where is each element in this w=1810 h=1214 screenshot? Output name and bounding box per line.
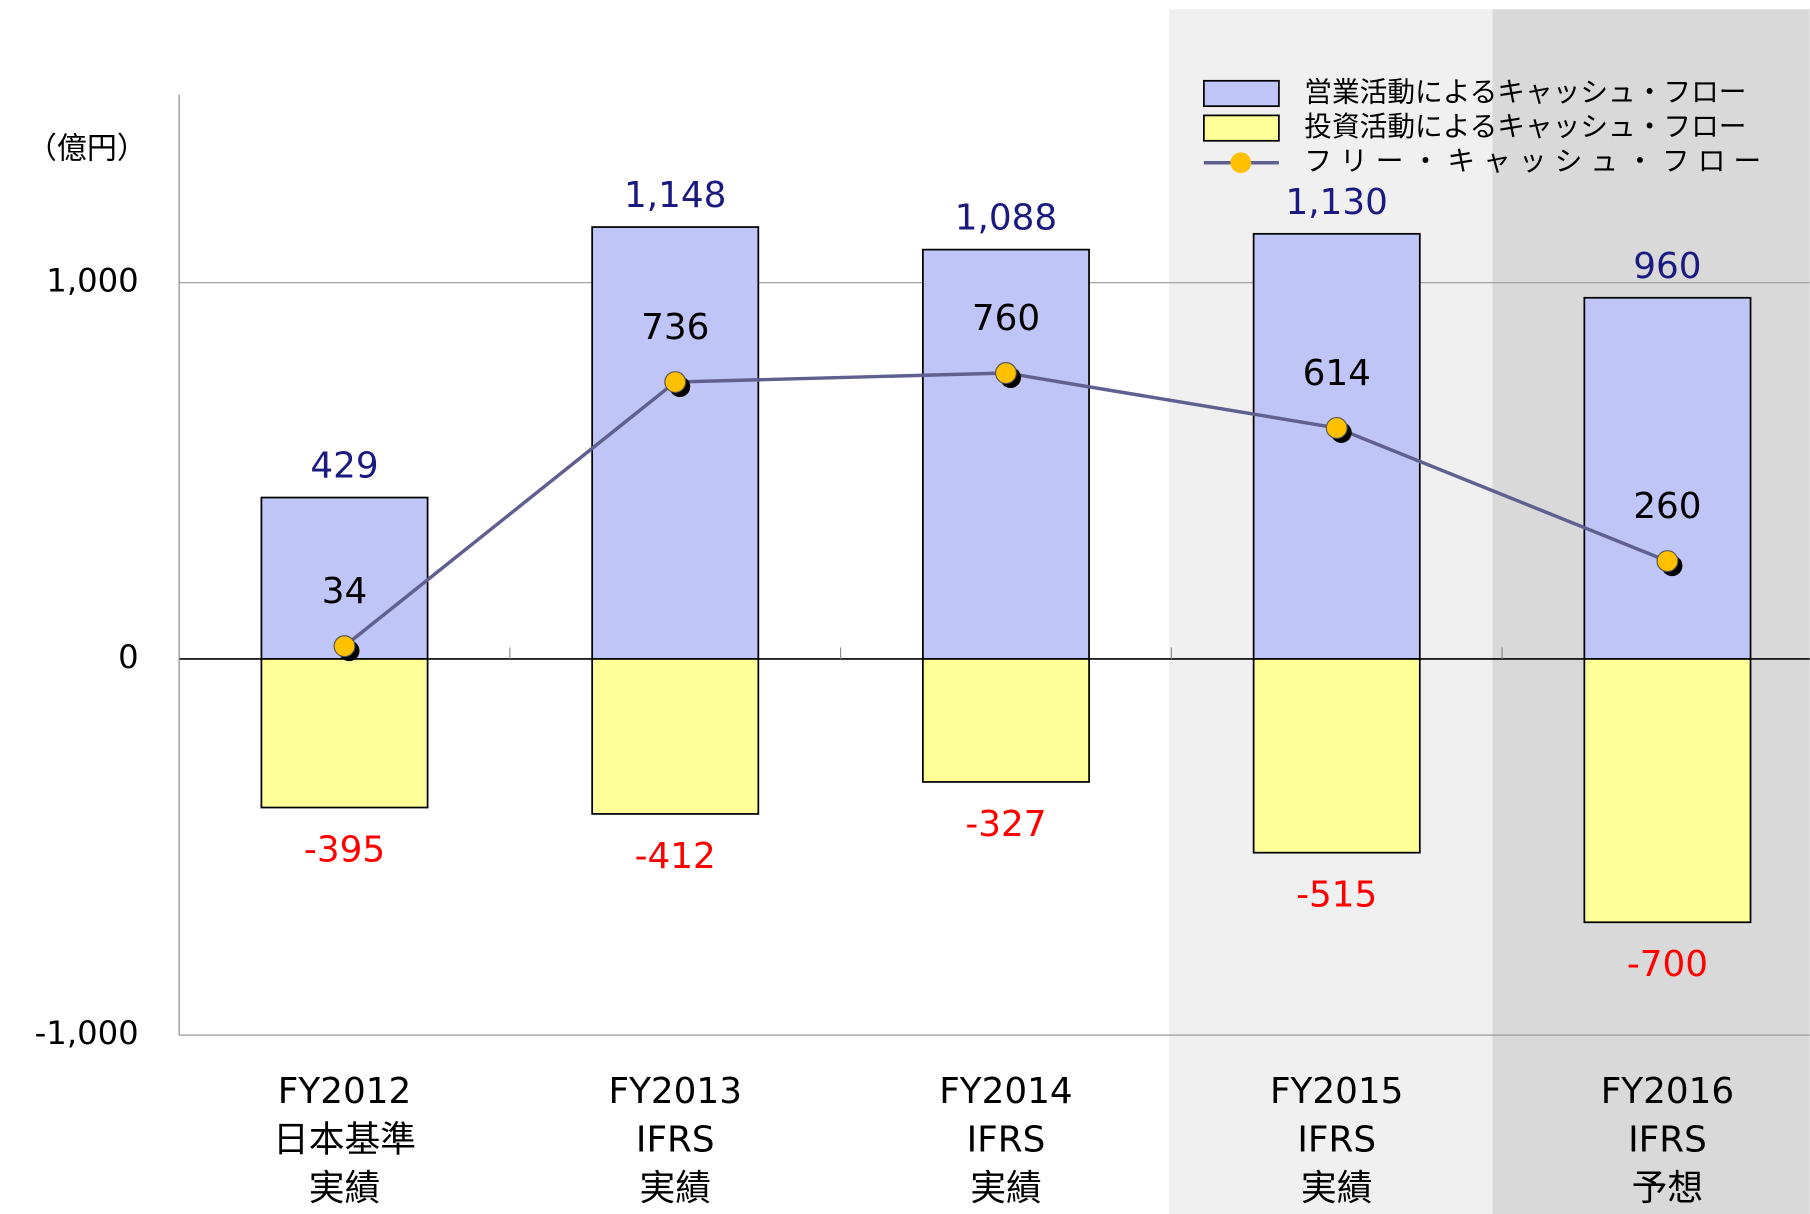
x-tick-label: 予想 (1632, 1168, 1704, 1209)
x-tick-label: FY2012 (278, 1071, 411, 1112)
x-tick-label: IFRS (1297, 1119, 1376, 1160)
y-tick-label: 0 (118, 638, 139, 676)
x-tick-label: 実績 (309, 1168, 381, 1209)
legend-label: フリー・キャッシュ・フロー (1304, 145, 1769, 178)
value-label: -327 (965, 804, 1046, 845)
x-tick-label: FY2015 (1270, 1071, 1403, 1112)
bar (591, 658, 760, 815)
bar (1252, 232, 1421, 660)
x-tick-label: 実績 (639, 1168, 711, 1209)
value-label: 260 (1633, 486, 1701, 527)
bar (922, 658, 1090, 783)
bar (591, 226, 760, 660)
bar (1583, 296, 1752, 660)
legend-label: 投資活動によるキャッシュ・フロー (1304, 110, 1746, 143)
x-tick-label: FY2013 (609, 1071, 742, 1112)
marker (1325, 416, 1348, 439)
value-label: 1,130 (1286, 182, 1388, 223)
value-label: 34 (322, 571, 368, 612)
legend-label: 営業活動によるキャッシュ・フロー (1304, 75, 1746, 108)
x-tick-label: IFRS (967, 1119, 1046, 1160)
legend-marker (1230, 152, 1252, 174)
x-tick-label: 実績 (1301, 1168, 1373, 1209)
value-label: 1,148 (624, 175, 726, 216)
marker (1656, 550, 1679, 573)
legend-swatch (1203, 114, 1280, 142)
value-label: 429 (310, 446, 378, 487)
bar (260, 658, 429, 809)
x-tick-label: IFRS (636, 1119, 715, 1160)
y-axis-label: （億円） (27, 132, 147, 167)
legend-swatch (1203, 79, 1280, 108)
y-tick-label: -1,000 (35, 1014, 139, 1052)
value-label: 760 (972, 298, 1040, 339)
x-tick-label: FY2016 (1601, 1071, 1734, 1112)
y-tick-label: 1,000 (46, 262, 138, 300)
value-label: 960 (1633, 246, 1701, 287)
value-label: -700 (1627, 944, 1708, 985)
x-tick-label: IFRS (1628, 1119, 1707, 1160)
marker (333, 635, 356, 658)
x-tick-label: 実績 (970, 1168, 1042, 1209)
value-label: 736 (641, 307, 709, 348)
marker (995, 362, 1017, 384)
bar (1583, 658, 1752, 924)
bar (922, 248, 1090, 660)
value-label: 1,088 (955, 198, 1057, 239)
value-label: -395 (304, 829, 385, 870)
value-label: -412 (635, 836, 716, 877)
x-tick-label: FY2014 (939, 1071, 1072, 1112)
marker (664, 371, 687, 394)
x-tick-label: 日本基準 (273, 1119, 416, 1160)
bar (1252, 658, 1421, 854)
value-label: -515 (1296, 875, 1377, 916)
value-label: 614 (1303, 353, 1371, 394)
